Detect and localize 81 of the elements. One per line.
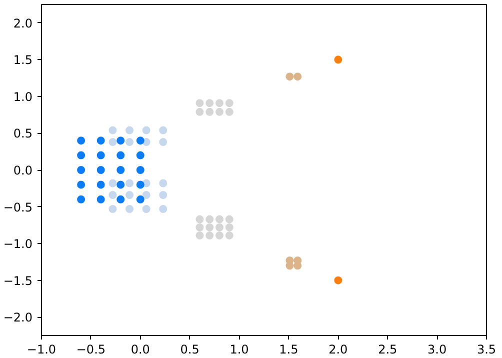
point — [126, 126, 134, 134]
point — [216, 231, 224, 240]
point — [136, 195, 144, 204]
point — [108, 138, 117, 146]
point — [142, 204, 150, 213]
point — [334, 56, 342, 64]
y-tick-label: 0.0 — [13, 164, 33, 178]
point — [196, 215, 204, 224]
point — [96, 136, 105, 145]
point — [225, 108, 234, 116]
y-tick-label: −0.5 — [3, 200, 32, 214]
point — [116, 166, 125, 174]
point — [206, 223, 214, 232]
point — [136, 166, 144, 174]
x-tick-label: 1.0 — [230, 342, 249, 356]
x-tick-label: 0.0 — [130, 342, 150, 356]
y-tick-label: −2.0 — [3, 310, 32, 325]
point — [136, 136, 144, 145]
point — [225, 223, 234, 232]
point — [108, 126, 117, 134]
point — [77, 151, 86, 160]
point — [334, 276, 342, 284]
point — [77, 195, 86, 204]
x-tick-label: 2.0 — [328, 342, 348, 356]
y-tick-label: −1.0 — [3, 237, 32, 252]
point — [159, 204, 168, 213]
y-tick-label: 1.5 — [13, 53, 33, 68]
point — [196, 99, 204, 108]
point — [294, 72, 302, 81]
x-tick-label: 1.5 — [279, 342, 298, 356]
x-tick-label: −0.5 — [76, 342, 106, 356]
point — [286, 72, 294, 81]
x-tick-label: 3.5 — [476, 342, 496, 356]
x-tick-label: −1.0 — [26, 342, 56, 356]
point — [159, 138, 168, 146]
point — [206, 99, 214, 108]
point — [136, 180, 144, 189]
point — [77, 136, 86, 145]
y-tick-label: 2.0 — [13, 16, 33, 30]
point — [108, 179, 117, 188]
point — [126, 179, 134, 188]
point — [116, 180, 125, 189]
point — [196, 223, 204, 232]
x-tick-label: 0.5 — [180, 342, 200, 356]
point — [96, 195, 105, 204]
point — [216, 108, 224, 116]
point — [96, 151, 105, 160]
point — [96, 180, 105, 189]
point — [216, 99, 224, 108]
point — [96, 166, 105, 174]
point — [116, 136, 125, 145]
point — [77, 166, 86, 174]
y-tick-label: 0.5 — [13, 126, 33, 141]
point — [225, 99, 234, 108]
point — [196, 108, 204, 116]
point — [206, 231, 214, 240]
x-tick-label: 2.5 — [378, 342, 398, 356]
point — [142, 126, 150, 134]
point — [159, 179, 168, 188]
point — [116, 195, 125, 204]
point — [142, 191, 150, 199]
point — [225, 231, 234, 240]
point — [108, 204, 117, 213]
point — [159, 191, 168, 199]
point — [196, 231, 204, 240]
point — [108, 191, 117, 199]
point — [126, 191, 134, 199]
point — [206, 108, 214, 116]
point — [136, 151, 144, 160]
x-tick-label: 3.0 — [428, 342, 447, 356]
point — [225, 215, 234, 224]
point — [216, 215, 224, 224]
point — [116, 151, 125, 160]
y-tick-label: 1.0 — [13, 90, 33, 104]
point — [216, 223, 224, 232]
point — [126, 204, 134, 213]
point — [206, 215, 214, 224]
y-tick-label: −1.5 — [3, 274, 32, 288]
point — [77, 180, 86, 189]
point — [126, 138, 134, 146]
point — [159, 126, 168, 134]
